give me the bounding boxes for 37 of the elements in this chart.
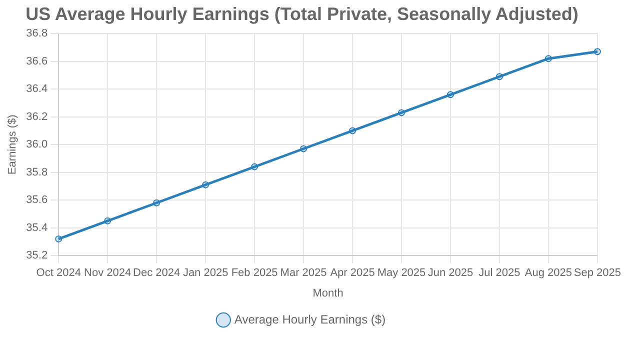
y-tick-label: 35.6	[26, 194, 48, 206]
y-tick-label: 36.8	[26, 28, 48, 40]
x-tick-label: Sep 2025	[574, 267, 622, 280]
y-tick-label: 36.0	[26, 138, 48, 151]
point	[496, 73, 503, 80]
point	[300, 145, 308, 152]
point	[153, 199, 160, 206]
x-tick-label: Nov 2024	[84, 267, 132, 280]
point	[446, 91, 454, 98]
point	[398, 109, 406, 116]
x-axis-title: Month	[312, 287, 344, 300]
point	[349, 127, 356, 134]
y-tick-label: 35.4	[26, 222, 48, 234]
x-tick-label: Apr 2025	[330, 267, 375, 280]
point	[594, 48, 601, 56]
x-tick-label: Oct 2024	[36, 267, 81, 280]
point	[104, 217, 112, 224]
x-tick-label: Jul 2025	[478, 267, 520, 280]
y-tick-label: 35.2	[26, 250, 48, 262]
y-tick-label: 36.6	[26, 55, 48, 68]
x-tick-label: Feb 2025	[231, 267, 278, 280]
x-tick-label: May 2025	[377, 267, 426, 280]
x-tick-label: Jun 2025	[428, 267, 474, 280]
x-tick-label: Aug 2025	[524, 267, 572, 280]
chart-title: US Average Hourly Earnings (Total Private, Seasonally Adjusted)	[26, 4, 578, 24]
point	[55, 235, 62, 242]
x-tick-label: Dec 2024	[133, 267, 180, 280]
point	[202, 181, 210, 188]
point	[544, 55, 552, 62]
x-tick-label: Mar 2025	[280, 267, 327, 280]
y-tick-label: 35.8	[26, 166, 48, 178]
point	[251, 163, 258, 170]
y-tick-label: 36.2	[26, 110, 48, 123]
legend-label: Average Hourly Earnings ($)	[234, 312, 386, 326]
y-axis-title: Earnings ($)	[6, 114, 19, 175]
y-tick-label: 36.4	[26, 83, 48, 96]
x-tick-label: Jan 2025	[182, 267, 228, 280]
